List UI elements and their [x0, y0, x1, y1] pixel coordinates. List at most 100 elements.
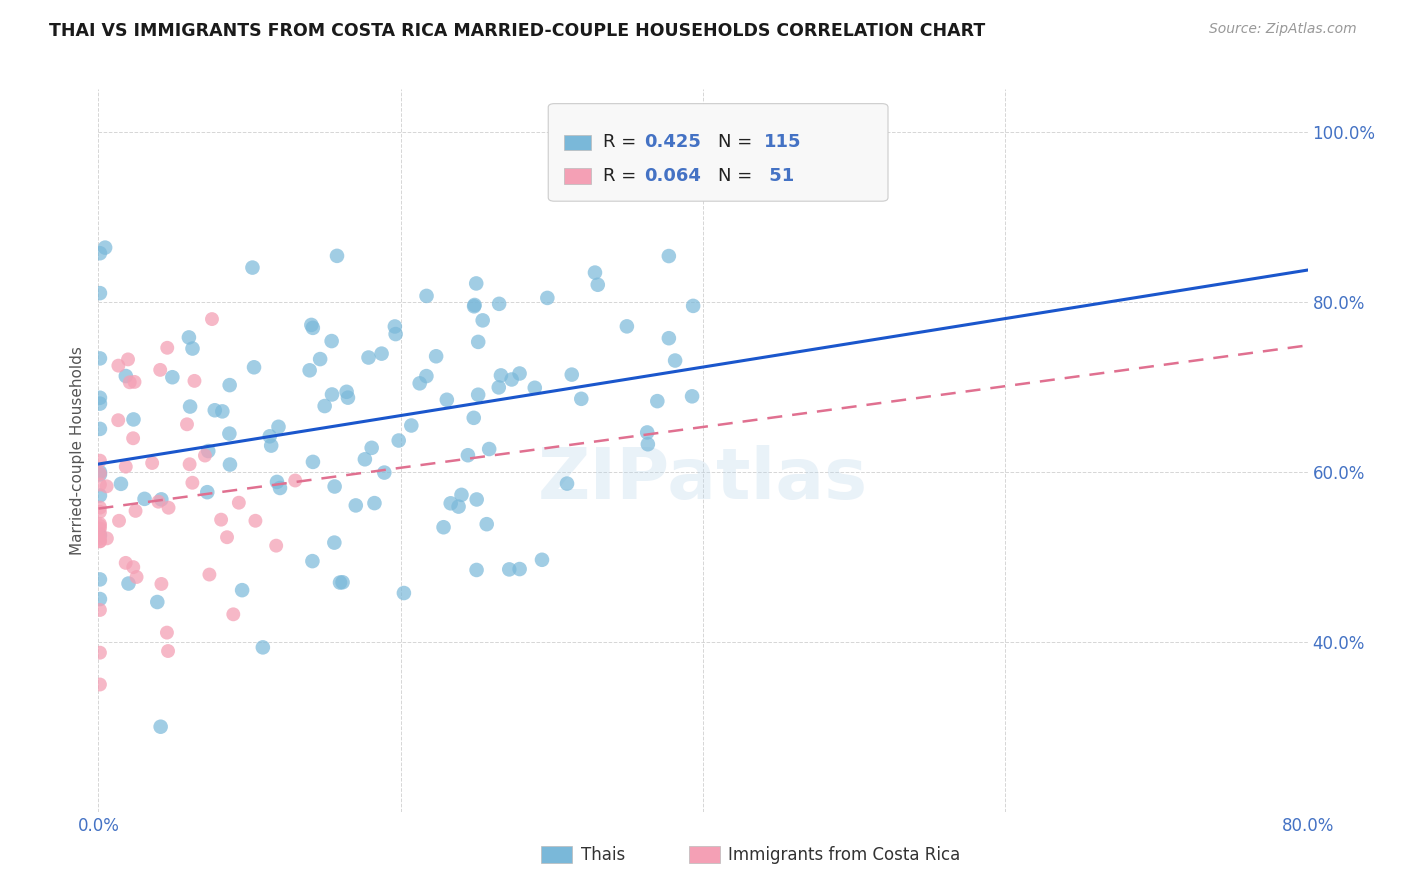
Point	[523, 381, 546, 395]
Point	[555, 476, 578, 491]
Point	[89, 505, 111, 519]
Point	[488, 380, 510, 394]
Point	[467, 388, 489, 402]
Point	[583, 266, 606, 280]
Point	[89, 500, 111, 515]
Point	[156, 341, 179, 355]
Point	[118, 376, 141, 390]
Point	[218, 378, 240, 392]
Point	[122, 431, 145, 445]
Point	[408, 376, 430, 391]
Point	[209, 513, 232, 527]
Text: THAI VS IMMIGRANTS FROM COSTA RICA MARRIED-COUPLE HOUSEHOLDS CORRELATION CHART: THAI VS IMMIGRANTS FROM COSTA RICA MARRI…	[49, 22, 986, 40]
Point	[222, 607, 245, 622]
Text: R =: R =	[603, 167, 641, 185]
Text: N =: N =	[717, 167, 758, 185]
Point	[107, 413, 129, 427]
Point	[89, 391, 111, 405]
Point	[96, 479, 118, 493]
Point	[114, 369, 136, 384]
Text: R =: R =	[603, 134, 641, 152]
Point	[201, 312, 224, 326]
Point	[440, 496, 463, 510]
Point	[181, 342, 204, 356]
Y-axis label: Married-couple Households: Married-couple Households	[70, 346, 86, 555]
Point	[269, 481, 291, 495]
Point	[114, 459, 136, 474]
Point	[89, 465, 111, 479]
Point	[89, 467, 111, 481]
Point	[321, 334, 343, 348]
Point	[384, 327, 406, 342]
Point	[682, 299, 704, 313]
Point	[124, 504, 146, 518]
Point	[326, 249, 349, 263]
Point	[89, 532, 111, 546]
Point	[149, 363, 172, 377]
Point	[475, 517, 498, 532]
Point	[321, 387, 343, 401]
Point	[179, 457, 201, 471]
Point	[117, 576, 139, 591]
Point	[89, 286, 111, 301]
Text: Immigrants from Costa Rica: Immigrants from Costa Rica	[728, 846, 960, 863]
Point	[89, 516, 111, 531]
Point	[195, 485, 218, 500]
Point	[89, 518, 111, 533]
FancyBboxPatch shape	[564, 135, 591, 151]
Text: N =: N =	[717, 134, 758, 152]
Point	[89, 677, 111, 691]
Point	[157, 500, 180, 515]
Point	[299, 318, 322, 332]
Point	[266, 475, 288, 489]
Point	[89, 646, 111, 660]
Point	[150, 577, 173, 591]
Point	[157, 644, 180, 658]
Point	[323, 535, 346, 549]
Point	[197, 444, 219, 458]
Point	[231, 583, 253, 598]
Point	[509, 562, 531, 576]
Point	[176, 417, 198, 432]
Point	[89, 397, 111, 411]
Text: 0.064: 0.064	[644, 167, 700, 185]
Point	[488, 297, 510, 311]
Text: Thais: Thais	[581, 846, 624, 863]
Point	[370, 346, 392, 360]
FancyBboxPatch shape	[564, 168, 591, 184]
Point	[658, 249, 681, 263]
Point	[360, 441, 382, 455]
Point	[89, 592, 111, 607]
Point	[89, 477, 111, 491]
Point	[336, 391, 359, 405]
Point	[467, 334, 489, 349]
Point	[637, 437, 659, 451]
Point	[146, 595, 169, 609]
Point	[465, 277, 488, 291]
Point	[245, 514, 267, 528]
Point	[636, 425, 658, 440]
Point	[373, 466, 395, 480]
Point	[388, 434, 411, 448]
Point	[457, 448, 479, 462]
Point	[89, 351, 111, 366]
Point	[89, 453, 111, 467]
Point	[298, 363, 321, 377]
Point	[177, 330, 200, 344]
Point	[415, 289, 437, 303]
Point	[465, 492, 488, 507]
Point	[401, 418, 423, 433]
Point	[685, 133, 707, 147]
Point	[183, 374, 205, 388]
Point	[465, 563, 488, 577]
Point	[658, 331, 681, 345]
Point	[363, 496, 385, 510]
Point	[243, 360, 266, 375]
Text: 0.425: 0.425	[644, 134, 700, 152]
Point	[89, 534, 111, 549]
Point	[463, 299, 485, 313]
Point	[498, 562, 520, 576]
Point	[425, 349, 447, 363]
Point	[344, 499, 367, 513]
Point	[489, 368, 512, 383]
